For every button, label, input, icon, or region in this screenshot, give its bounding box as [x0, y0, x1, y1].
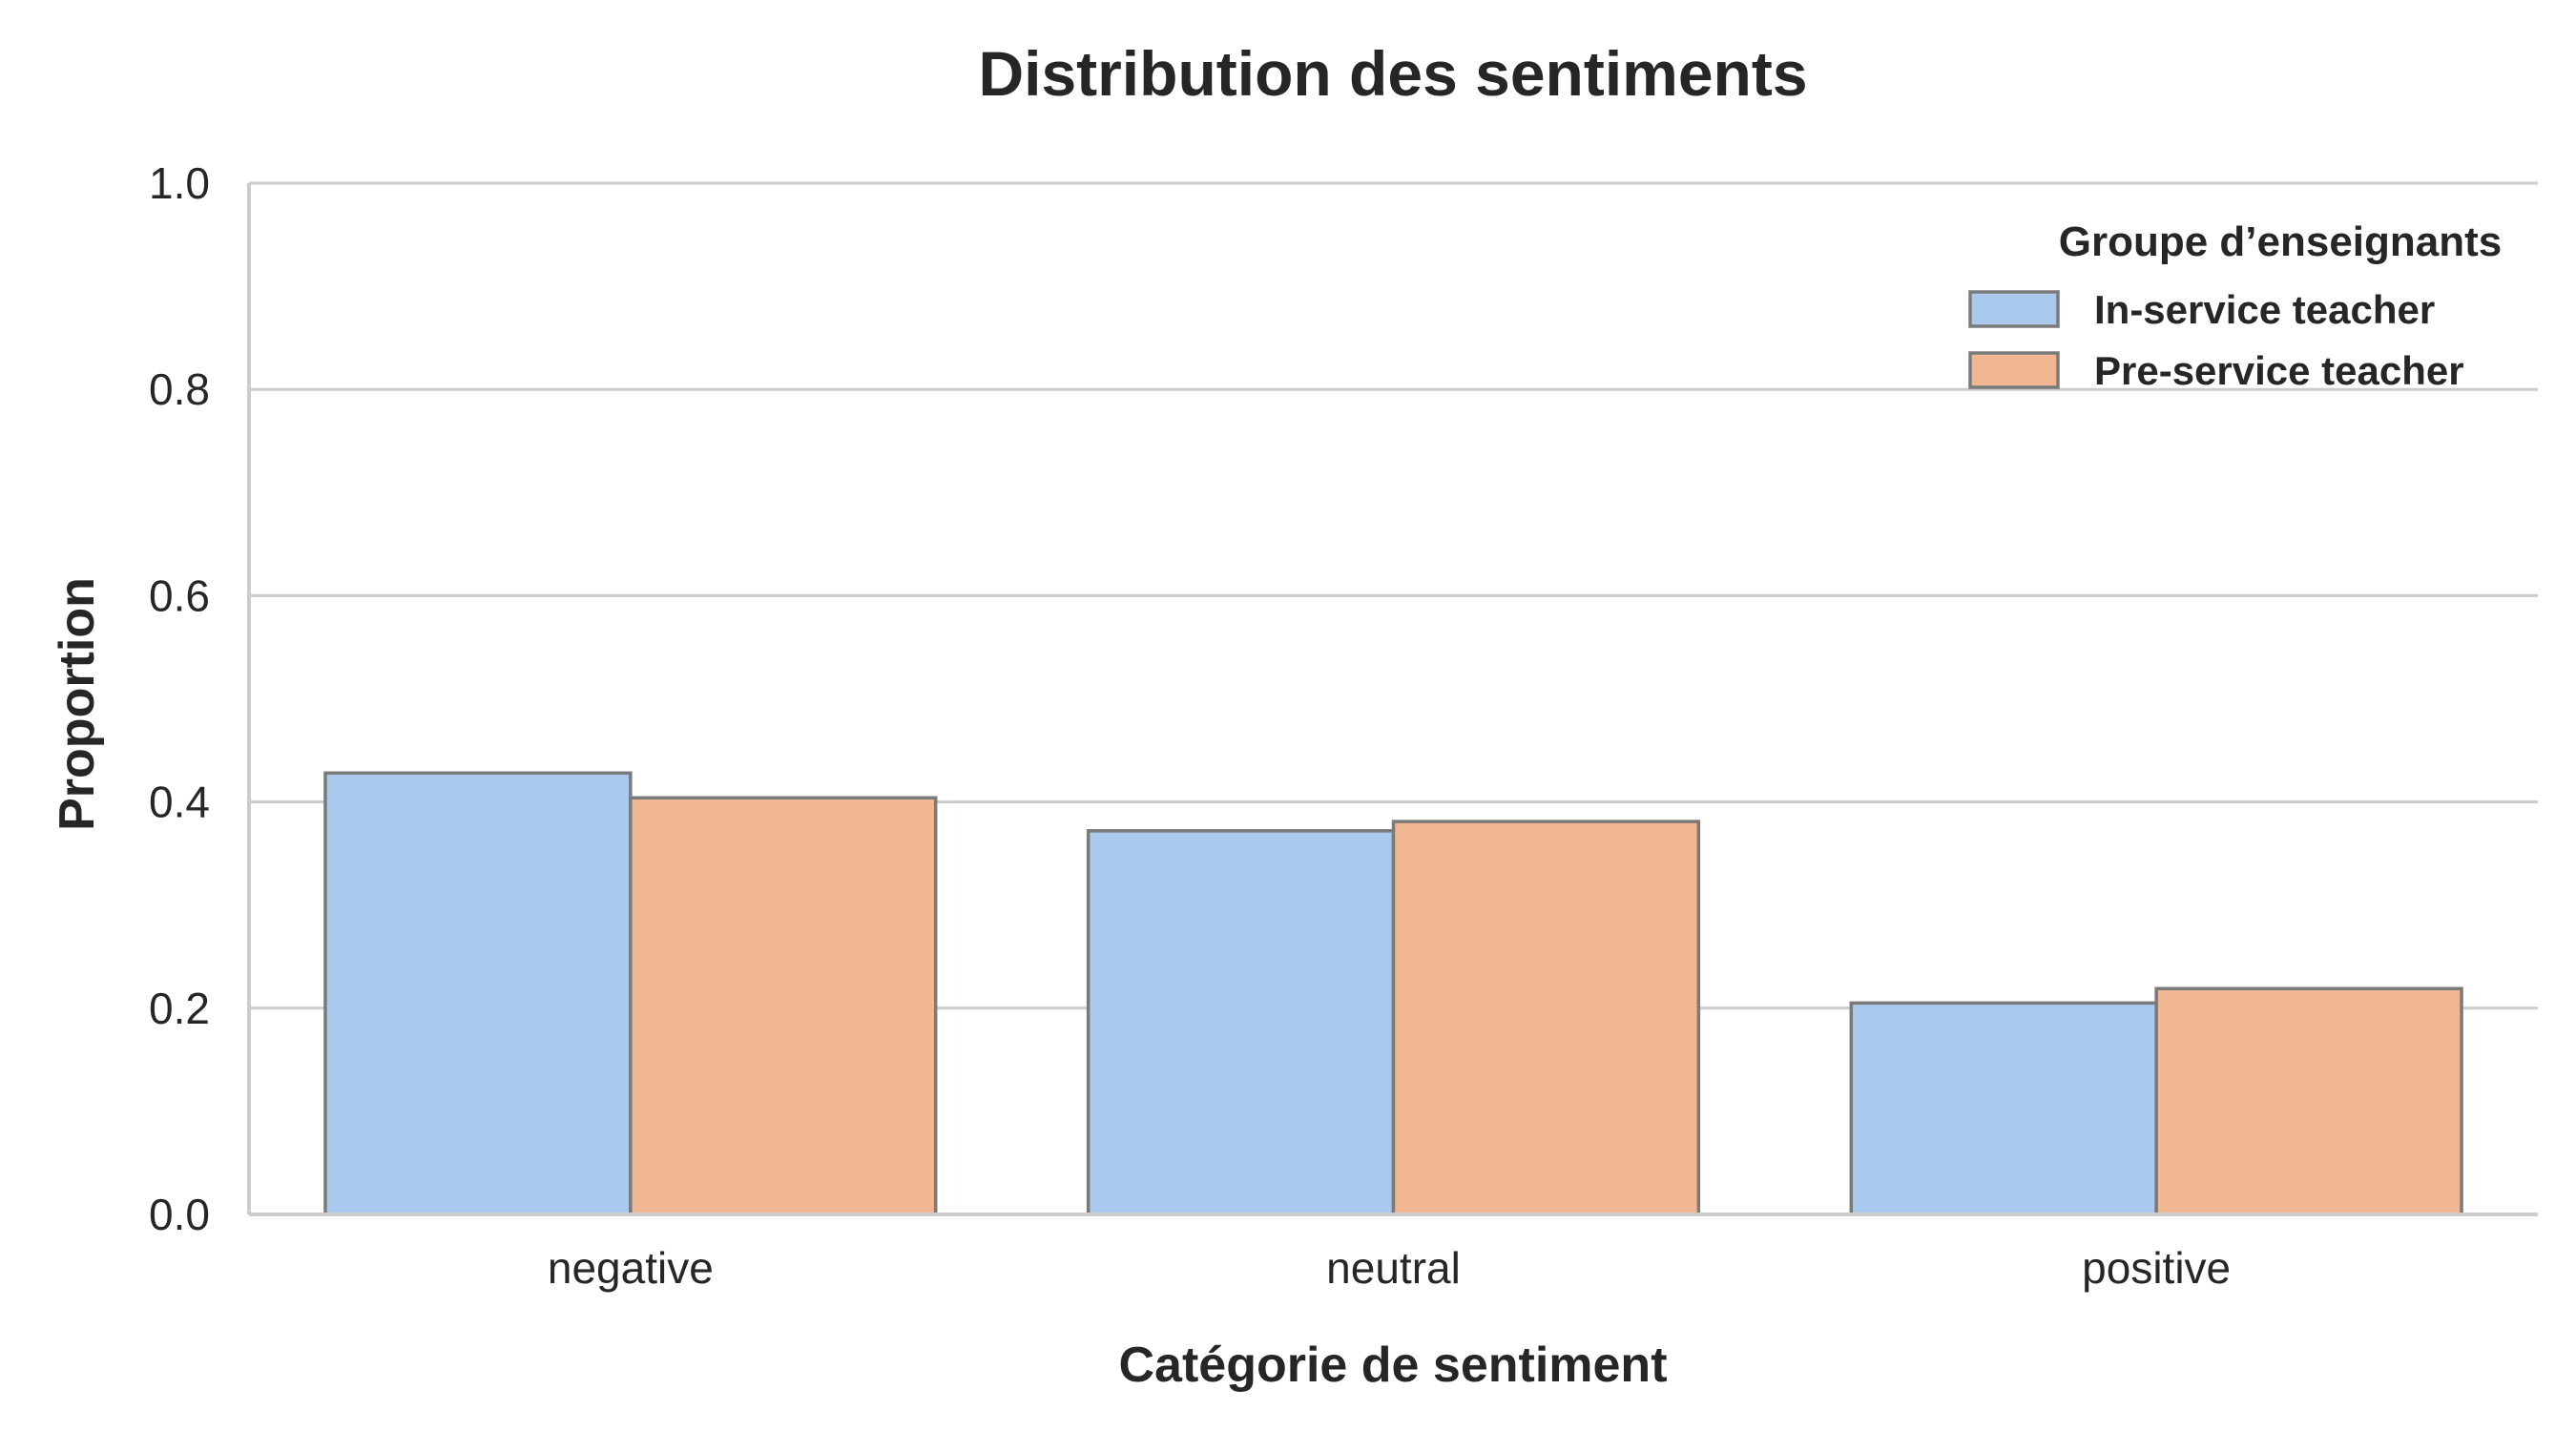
x-tick-label: positive — [2082, 1243, 2231, 1293]
legend: Groupe d’enseignants In-service teacher P… — [1968, 218, 2503, 393]
bar-positive-pre-service — [2154, 986, 2463, 1216]
y-axis-label: Proportion — [50, 577, 105, 831]
y-tick-label: 0.6 — [149, 570, 210, 620]
legend-swatch — [1968, 351, 2060, 389]
legend-label: Pre-service teacher — [2094, 348, 2464, 393]
x-tick-label: negative — [548, 1243, 714, 1293]
y-tick-label: 1.0 — [149, 158, 210, 208]
y-tick-label: 0.8 — [149, 364, 210, 414]
axes-layer — [247, 183, 2538, 1216]
x-tick-label: neutral — [1326, 1243, 1461, 1293]
y-tick-label: 0.2 — [149, 984, 210, 1033]
bars-layer — [323, 771, 2463, 1216]
chart-title: Distribution des sentiments — [978, 38, 1807, 109]
bar-negative-in-service — [323, 771, 633, 1216]
legend-title: Groupe d’enseignants — [2059, 218, 2503, 265]
bar-neutral-pre-service — [1391, 819, 1701, 1216]
y-tick-label: 0.4 — [149, 778, 210, 827]
x-axis-label: Catégorie de sentiment — [1118, 1338, 1667, 1393]
bar-neutral-in-service — [1086, 829, 1396, 1216]
legend-items: In-service teacher Pre-service teacher — [1968, 287, 2464, 393]
bar-negative-pre-service — [629, 796, 938, 1216]
bar-positive-in-service — [1849, 1001, 2158, 1216]
legend-swatch — [1968, 290, 2060, 328]
y-tick-label: 0.0 — [149, 1190, 210, 1239]
legend-label: In-service teacher — [2094, 287, 2435, 332]
x-tick-labels: negative neutral positive — [548, 1243, 2231, 1293]
y-tick-labels: 0.0 0.2 0.4 0.6 0.8 1.0 — [149, 158, 210, 1239]
